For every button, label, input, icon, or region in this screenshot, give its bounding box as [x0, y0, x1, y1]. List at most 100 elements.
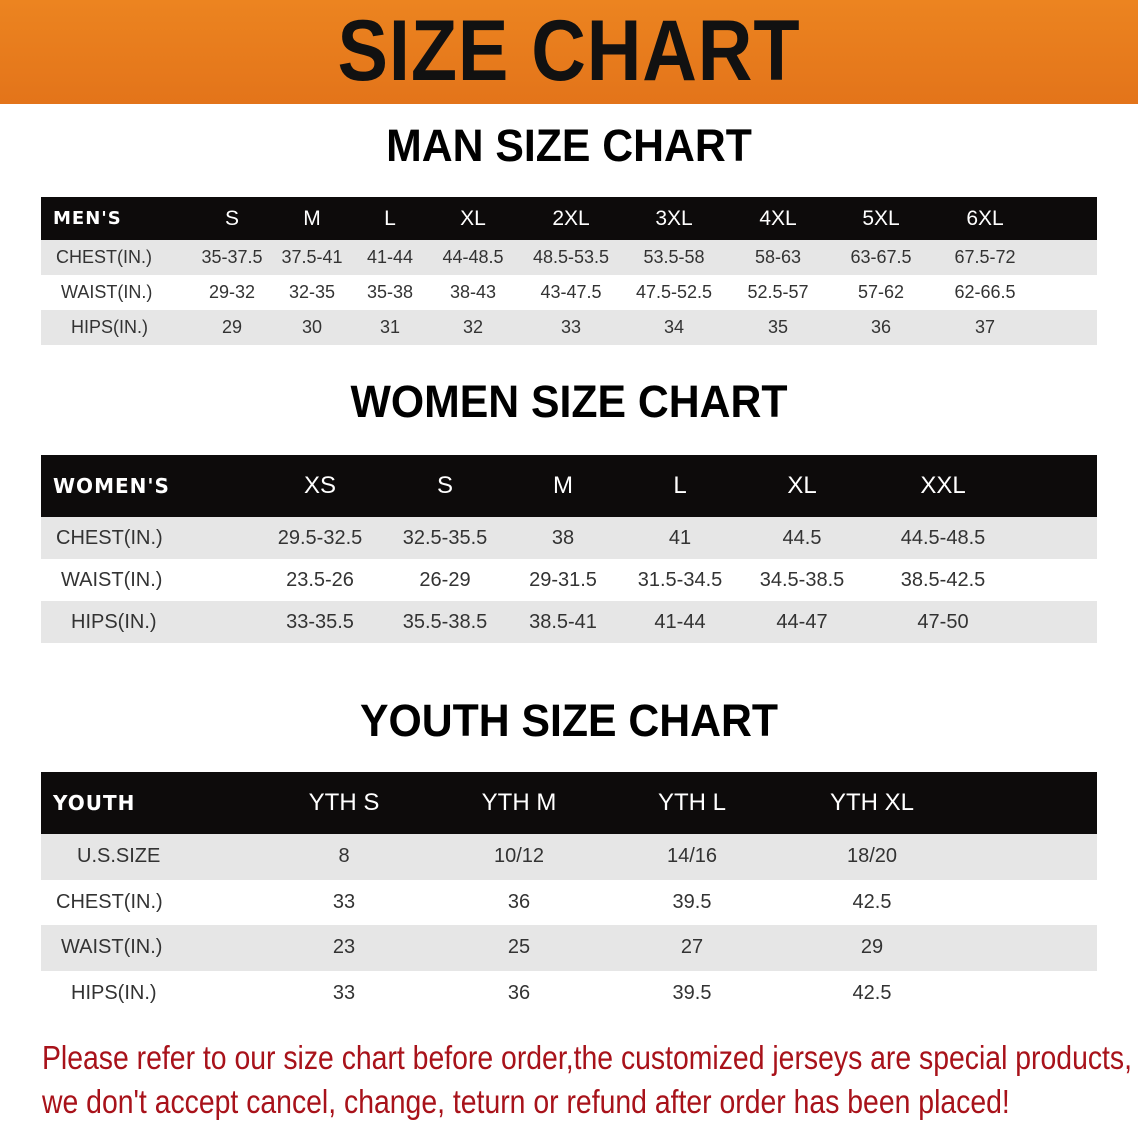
size-header-cell: XL: [460, 206, 486, 230]
table-title-cell: WOMEN'S: [53, 474, 170, 498]
table-cell: 33: [332, 981, 356, 1004]
table-row: HIPS(IN.) 29 30 31 32 33 34 35 36 37: [41, 310, 1097, 345]
men-section-title: MAN SIZE CHART: [386, 120, 752, 171]
measurement-label: CHEST(IN.): [56, 526, 163, 549]
table-cell: 14/16: [666, 845, 718, 868]
table-cell: 35.5-38.5: [402, 610, 488, 633]
table-cell: 35-37.5: [201, 247, 263, 267]
table-cell: 44.5: [782, 526, 822, 549]
table-cell: 44-47: [776, 610, 828, 633]
table-cell: 26-29: [419, 568, 471, 591]
table-cell: 29: [860, 936, 884, 959]
table-cell: 39.5: [672, 981, 712, 1004]
table-cell: 31: [379, 317, 401, 337]
table-title-cell: MEN'S: [53, 208, 122, 229]
table-cell: 44.5-48.5: [900, 526, 986, 549]
table-cell: 67.5-72: [954, 247, 1016, 267]
size-header-cell: XS: [303, 472, 337, 499]
table-row: WAIST(IN.) 23.5-26 26-29 29-31.5 31.5-34.5 34…: [41, 559, 1097, 601]
table-cell: 47.5-52.5: [635, 282, 713, 302]
size-header-cell: S: [224, 206, 240, 230]
table-cell: 29-31.5: [529, 568, 597, 591]
table-cell: 34: [663, 317, 685, 337]
table-cell: 53.5-58: [643, 247, 705, 267]
size-header-cell: XL: [787, 472, 817, 499]
table-cell: 37.5-41: [281, 247, 343, 267]
notice-text: Please refer to our size chart before or…: [42, 1036, 1133, 1124]
notice-line: we don't accept cancel, change, teturn o…: [42, 1083, 1010, 1120]
size-header-cell: M: [303, 206, 321, 230]
table-cell: 29: [221, 317, 243, 337]
notice-line: Please refer to our size chart before or…: [42, 1039, 1133, 1076]
size-header-cell: 5XL: [862, 206, 900, 230]
men-size-table: MEN'S S M L XL 2XL 3XL 4XL 5XL 6XL CHEST(IN.) 35-37…: [41, 197, 1097, 345]
banner: SIZE CHART: [0, 0, 1138, 104]
youth-size-table: YOUTH YTH S YTH M YTH L YTH XL U.S.SIZE 8 10/12…: [41, 772, 1097, 1016]
table-cell: 38.5-42.5: [900, 568, 986, 591]
table-cell: 32.5-35.5: [402, 526, 488, 549]
size-header-cell: 6XL: [966, 206, 1004, 230]
table-cell: 18/20: [846, 845, 898, 868]
size-header-cell: L: [384, 206, 396, 230]
size-header-cell: YTH M: [481, 789, 557, 816]
table-cell: 30: [301, 317, 323, 337]
table-cell: 38-43: [449, 282, 497, 302]
table-cell: 42.5: [852, 890, 892, 913]
table-cell: 36: [507, 890, 531, 913]
measurement-label: HIPS(IN.): [71, 981, 157, 1004]
measurement-label: WAIST(IN.): [61, 936, 163, 959]
table-cell: 35: [767, 317, 789, 337]
table-cell: 33: [332, 890, 356, 913]
table-row: U.S.SIZE 8 10/12 14/16 18/20: [41, 834, 1097, 880]
table-row: CHEST(IN.) 29.5-32.5 32.5-35.5 38 41 44.5 44.5…: [41, 517, 1097, 559]
table-header-row: MEN'S S M L XL 2XL 3XL 4XL 5XL 6XL: [41, 197, 1097, 240]
table-cell: 27: [680, 936, 704, 959]
table-cell: 29-32: [208, 282, 256, 302]
size-header-cell: XXL: [920, 472, 966, 499]
table-cell: 34.5-38.5: [759, 568, 845, 591]
table-cell: 44-48.5: [442, 247, 504, 267]
table-cell: 10/12: [493, 845, 545, 868]
table-header-row: WOMEN'S XS S M L XL XXL: [41, 455, 1097, 517]
measurement-label: WAIST(IN.): [61, 568, 163, 591]
table-row: HIPS(IN.) 33-35.5 35.5-38.5 38.5-41 41-44 44-…: [41, 601, 1097, 643]
table-cell: 32: [462, 317, 484, 337]
size-header-cell: S: [436, 472, 454, 499]
table-cell: 33-35.5: [286, 610, 354, 633]
table-title-cell: YOUTH: [53, 791, 136, 815]
size-header-cell: L: [673, 472, 687, 499]
table-cell: 52.5-57: [747, 282, 809, 302]
size-header-cell: 3XL: [655, 206, 693, 230]
table-row: CHEST(IN.) 35-37.5 37.5-41 41-44 44-48.5 48.5…: [41, 240, 1097, 275]
table-cell: 32-35: [288, 282, 336, 302]
table-cell: 58-63: [754, 247, 802, 267]
youth-section-title: YOUTH SIZE CHART: [359, 695, 778, 746]
table-row: CHEST(IN.) 33 36 39.5 42.5: [41, 879, 1097, 925]
size-header-cell: YTH XL: [829, 789, 915, 816]
table-cell: 38.5-41: [529, 610, 597, 633]
table-cell: 33: [560, 317, 582, 337]
table-cell: 23: [332, 936, 356, 959]
size-header-cell: YTH L: [657, 789, 727, 816]
table-cell: 57-62: [857, 282, 905, 302]
table-cell: 8: [338, 845, 350, 868]
table-cell: 37: [974, 317, 996, 337]
table-cell: 41-44: [366, 247, 414, 267]
size-header-cell: 2XL: [552, 206, 590, 230]
table-header-row: YOUTH YTH S YTH M YTH L YTH XL: [41, 772, 1097, 834]
measurement-label: WAIST(IN.): [61, 282, 153, 302]
table-row: HIPS(IN.) 33 36 39.5 42.5: [41, 970, 1097, 1016]
size-header-cell: 4XL: [759, 206, 797, 230]
table-cell: 41-44: [654, 610, 706, 633]
table-row: WAIST(IN.) 29-32 32-35 35-38 38-43 43-47.5 47.…: [41, 275, 1097, 310]
table-cell: 47-50: [917, 610, 969, 633]
table-cell: 43-47.5: [540, 282, 602, 302]
table-cell: 39.5: [672, 890, 712, 913]
table-cell: 31.5-34.5: [637, 568, 723, 591]
table-cell: 36: [870, 317, 892, 337]
measurement-label: U.S.SIZE: [77, 845, 161, 868]
size-header-cell: YTH S: [308, 789, 380, 816]
women-size-table: WOMEN'S XS S M L XL XXL CHEST(IN.) 29.5-32.5 32.5…: [41, 455, 1097, 643]
table-cell: 29.5-32.5: [277, 526, 363, 549]
women-section-title: WOMEN SIZE CHART: [350, 376, 788, 427]
